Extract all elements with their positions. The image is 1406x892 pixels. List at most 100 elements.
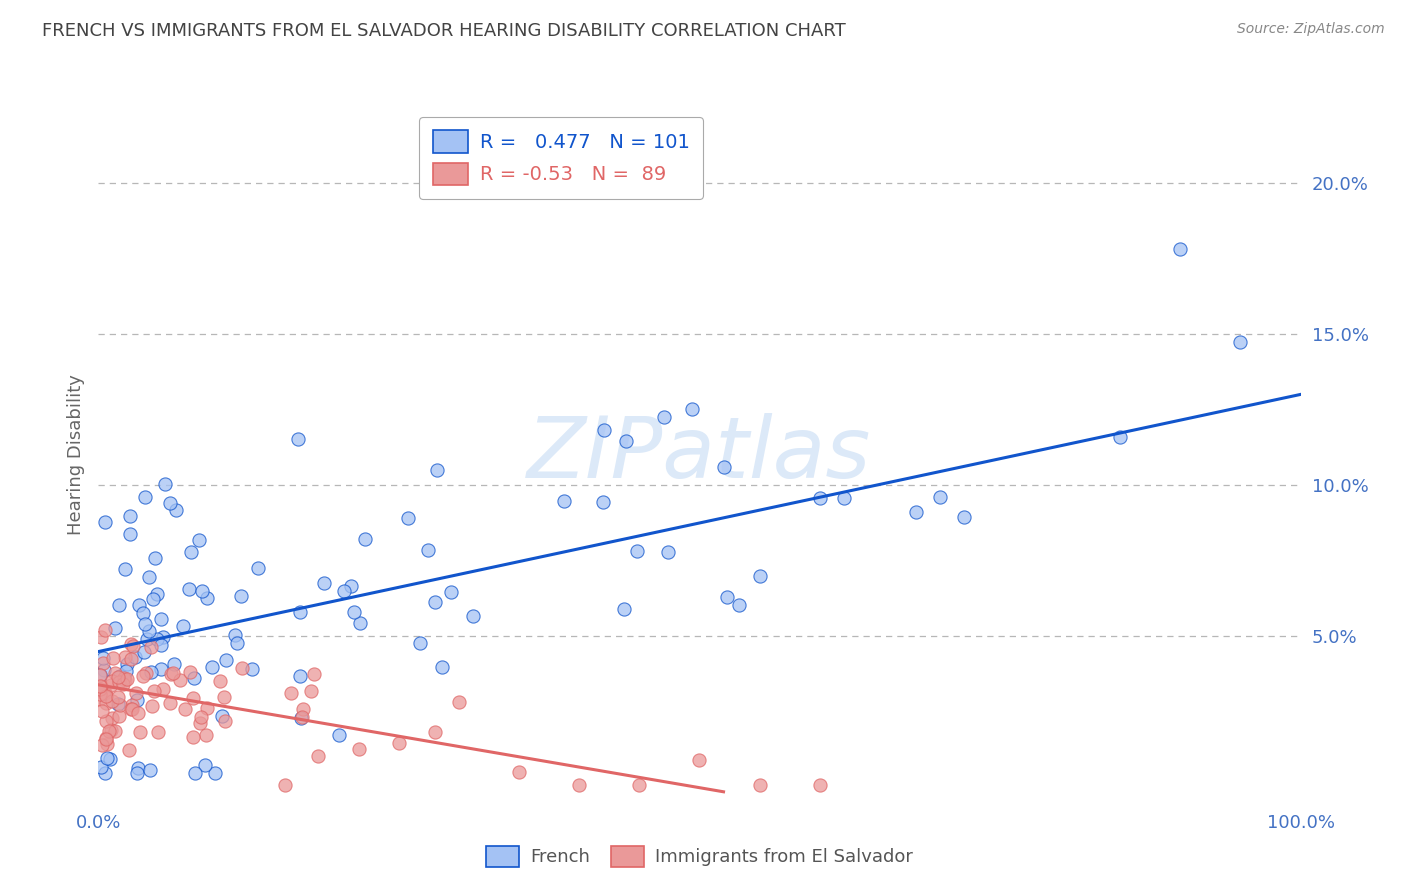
Point xyxy=(713,459,735,474)
Point xyxy=(115,657,138,671)
Point xyxy=(94,732,117,747)
Point xyxy=(118,743,141,757)
Point xyxy=(90,679,112,693)
Point xyxy=(204,765,226,780)
Point xyxy=(89,667,111,681)
Point xyxy=(1229,334,1251,349)
Text: ZIPatlas: ZIPatlas xyxy=(527,413,872,497)
Point xyxy=(118,509,141,524)
Point xyxy=(93,663,115,677)
Point xyxy=(132,645,155,659)
Point xyxy=(135,666,157,681)
Point xyxy=(132,669,155,683)
Point xyxy=(100,711,122,725)
Point xyxy=(100,752,122,766)
Point xyxy=(208,673,231,688)
Point xyxy=(101,650,124,665)
Point xyxy=(125,765,148,780)
Point xyxy=(190,710,212,724)
Point xyxy=(96,751,118,765)
Point xyxy=(104,665,127,680)
Point xyxy=(91,738,114,752)
Point xyxy=(89,681,111,696)
Point xyxy=(291,702,314,716)
Point xyxy=(110,669,132,683)
Point xyxy=(120,637,142,651)
Point xyxy=(152,631,174,645)
Point xyxy=(107,690,129,705)
Point xyxy=(94,516,117,530)
Point xyxy=(328,727,350,741)
Point xyxy=(149,612,172,626)
Point xyxy=(307,748,329,763)
Point xyxy=(247,561,270,575)
Point xyxy=(177,582,200,597)
Point xyxy=(107,697,129,711)
Point xyxy=(231,661,253,675)
Point xyxy=(229,589,252,603)
Point xyxy=(139,763,162,777)
Point xyxy=(124,650,146,665)
Point xyxy=(174,702,197,716)
Point xyxy=(149,662,172,676)
Point xyxy=(215,652,238,666)
Point xyxy=(146,632,169,646)
Point xyxy=(808,778,831,792)
Point xyxy=(461,609,484,624)
Point xyxy=(928,491,950,505)
Point xyxy=(142,684,165,698)
Point xyxy=(240,662,263,676)
Point xyxy=(184,765,207,780)
Point xyxy=(274,778,297,792)
Point xyxy=(89,679,111,693)
Point xyxy=(101,694,124,708)
Point xyxy=(408,635,430,649)
Point xyxy=(155,476,177,491)
Point xyxy=(163,657,186,672)
Text: FRENCH VS IMMIGRANTS FROM EL SALVADOR HEARING DISABILITY CORRELATION CHART: FRENCH VS IMMIGRANTS FROM EL SALVADOR HE… xyxy=(42,22,846,40)
Point xyxy=(568,778,591,792)
Point xyxy=(339,579,361,593)
Point xyxy=(100,723,122,737)
Point xyxy=(593,423,616,437)
Point xyxy=(143,551,166,566)
Point xyxy=(114,673,136,687)
Point xyxy=(120,527,142,541)
Point xyxy=(107,670,129,684)
Point xyxy=(181,730,204,744)
Point xyxy=(146,725,169,739)
Point xyxy=(107,599,129,613)
Point xyxy=(134,490,156,504)
Point xyxy=(127,706,149,721)
Point xyxy=(110,698,132,712)
Point xyxy=(628,778,651,792)
Point xyxy=(90,704,112,718)
Point xyxy=(439,585,461,599)
Point xyxy=(159,496,181,510)
Point xyxy=(426,463,449,477)
Point xyxy=(349,742,371,756)
Point xyxy=(349,616,371,631)
Point xyxy=(657,545,679,559)
Point xyxy=(299,683,322,698)
Point xyxy=(1109,430,1132,444)
Point xyxy=(152,681,174,696)
Point xyxy=(194,758,217,772)
Point xyxy=(89,668,111,682)
Point xyxy=(447,695,470,709)
Point xyxy=(121,702,143,716)
Point xyxy=(333,583,356,598)
Point xyxy=(96,714,118,728)
Point xyxy=(626,544,648,558)
Point xyxy=(134,616,156,631)
Point xyxy=(104,723,127,738)
Point xyxy=(832,491,855,505)
Point xyxy=(423,724,446,739)
Point xyxy=(121,640,143,654)
Point xyxy=(112,677,135,691)
Point xyxy=(108,675,131,690)
Point xyxy=(90,759,112,773)
Point xyxy=(508,765,530,780)
Point xyxy=(180,545,202,559)
Point xyxy=(211,709,233,723)
